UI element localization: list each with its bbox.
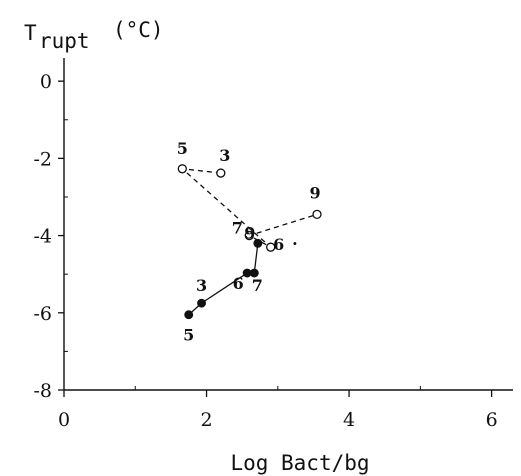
point-label: 5: [177, 139, 188, 158]
filled-circle-point: [242, 268, 252, 278]
x-tick-label: 6: [486, 409, 498, 431]
point-label: 9: [309, 183, 320, 202]
point-label: 7: [252, 276, 263, 295]
x-tick-label: 4: [343, 409, 355, 431]
open-circle-point: [244, 230, 254, 241]
x-tick-label: 2: [200, 409, 212, 431]
data-points: [177, 164, 322, 320]
point-label: 5: [183, 326, 194, 345]
open-circle-point: [266, 242, 276, 252]
filled-circle-point: [184, 310, 194, 320]
point-label: 3: [219, 146, 230, 165]
x-axis-label: Log Bact/bg: [230, 451, 369, 475]
y-tick-label: -4: [33, 226, 52, 248]
y-tick-label: -8: [33, 380, 52, 402]
point-label: 9: [244, 223, 255, 242]
y-axis-label: T: [24, 21, 37, 45]
open-circle-point: [177, 164, 187, 174]
y-tick-label: 0: [40, 71, 52, 93]
point-label: 7: [232, 219, 243, 238]
y-tick-label: -6: [33, 303, 52, 325]
y-tick-label: -2: [33, 148, 52, 170]
filled-circle-point: [249, 268, 259, 278]
axis-titles: T rupt (°C) Log Bact/bg: [24, 18, 370, 475]
filled-circle-point: [253, 238, 263, 248]
point-label: 6: [233, 274, 244, 293]
point-label: 6: [273, 235, 284, 254]
filled-circle-point: [197, 298, 207, 308]
open-circle-point: [312, 209, 322, 219]
y-axis-label-subscript: rupt: [39, 29, 90, 53]
x-tick-label: 0: [58, 409, 70, 431]
open-circle-point: [216, 168, 226, 178]
annotation: .: [292, 230, 298, 249]
point-label: 3: [196, 276, 207, 295]
y-axis-unit: (°C): [113, 18, 164, 42]
axes: 0 -2 -4 -6 -8 0 2 4 6: [33, 58, 513, 431]
